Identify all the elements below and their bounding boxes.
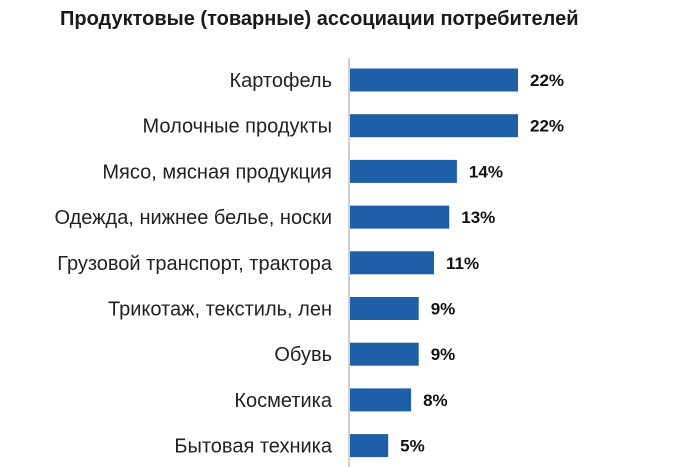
value-label: 14%: [469, 162, 503, 181]
category-label: Одежда, нижнее белье, носки: [54, 207, 332, 229]
value-label: 22%: [530, 71, 564, 90]
value-label: 9%: [431, 300, 456, 319]
bar-group: Картофель 22% Молочные продукты 22% Мясо, мя…: [54, 68, 564, 458]
category-label: Обувь: [274, 344, 332, 366]
category-label: Трикотаж, текстиль, лен: [108, 299, 332, 321]
bar: [350, 114, 518, 138]
category-label: Грузовой транспорт, трактора: [57, 253, 333, 275]
bar: [350, 388, 412, 412]
value-label: 9%: [431, 345, 456, 364]
category-label: Картофель: [229, 70, 332, 92]
value-label: 13%: [461, 208, 495, 227]
category-label: Косметика: [234, 390, 333, 412]
category-label: Молочные продукты: [143, 116, 332, 138]
bar: [350, 205, 450, 229]
bar: [350, 68, 518, 92]
value-label: 8%: [423, 391, 448, 410]
bar: [350, 159, 457, 183]
bar: [350, 251, 434, 275]
category-label: Бытовая техника: [174, 436, 332, 458]
bar: [350, 434, 389, 458]
bar: [350, 342, 419, 366]
value-label: 5%: [400, 437, 425, 456]
value-label: 11%: [446, 254, 479, 273]
bar: [350, 297, 419, 320]
value-label: 22%: [530, 117, 564, 136]
category-label: Мясо, мясная продукция: [102, 161, 332, 183]
chart-title: Продуктовые (товарные) ассоциации потреб…: [60, 8, 579, 30]
